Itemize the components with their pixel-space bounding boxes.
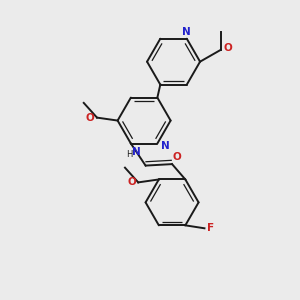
Text: O: O <box>172 152 181 162</box>
Text: N: N <box>182 27 191 37</box>
Text: F: F <box>207 223 214 233</box>
Text: N: N <box>161 141 170 152</box>
Text: H: H <box>126 150 133 159</box>
Text: O: O <box>127 177 136 188</box>
Text: N: N <box>132 147 141 157</box>
Text: O: O <box>223 44 232 53</box>
Text: O: O <box>86 112 94 123</box>
